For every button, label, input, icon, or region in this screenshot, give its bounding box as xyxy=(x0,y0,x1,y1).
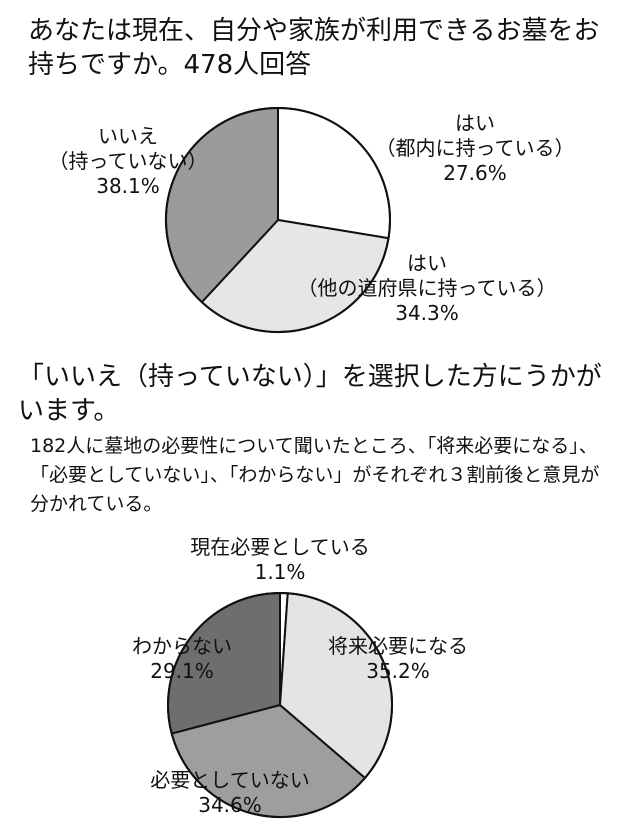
chart2-description: 182人に墓地の必要性について聞いたところ、「将来必要になる」、「必要としていな… xyxy=(30,435,600,515)
chart1-title: あなたは現在、自分や家族が利用できるお墓をお持ちですか。478人回答 xyxy=(28,16,600,80)
chart1-label-no: いいえ （持っていない） 38.1% xyxy=(48,124,208,198)
chart1-outline xyxy=(165,107,391,333)
chart1-label-other: はい （他の道府県に持っている） 34.3% xyxy=(297,251,557,325)
chart1-label-tonai: はい （都内に持っている） 27.6% xyxy=(375,111,575,185)
chart2-label-notneed: 必要としていない 34.6% xyxy=(150,768,310,817)
chart1-pie xyxy=(165,107,391,333)
chart2-outline xyxy=(167,592,393,818)
chart2-title: 「いいえ（持っていない）」を選択した方にうかがいます。 xyxy=(18,362,602,426)
chart2-label-unknown: わからない 29.1% xyxy=(132,634,232,683)
chart2-label-future: 将来必要になる 35.2% xyxy=(328,634,468,683)
chart2-label-now: 現在必要としている 1.1% xyxy=(190,535,370,584)
